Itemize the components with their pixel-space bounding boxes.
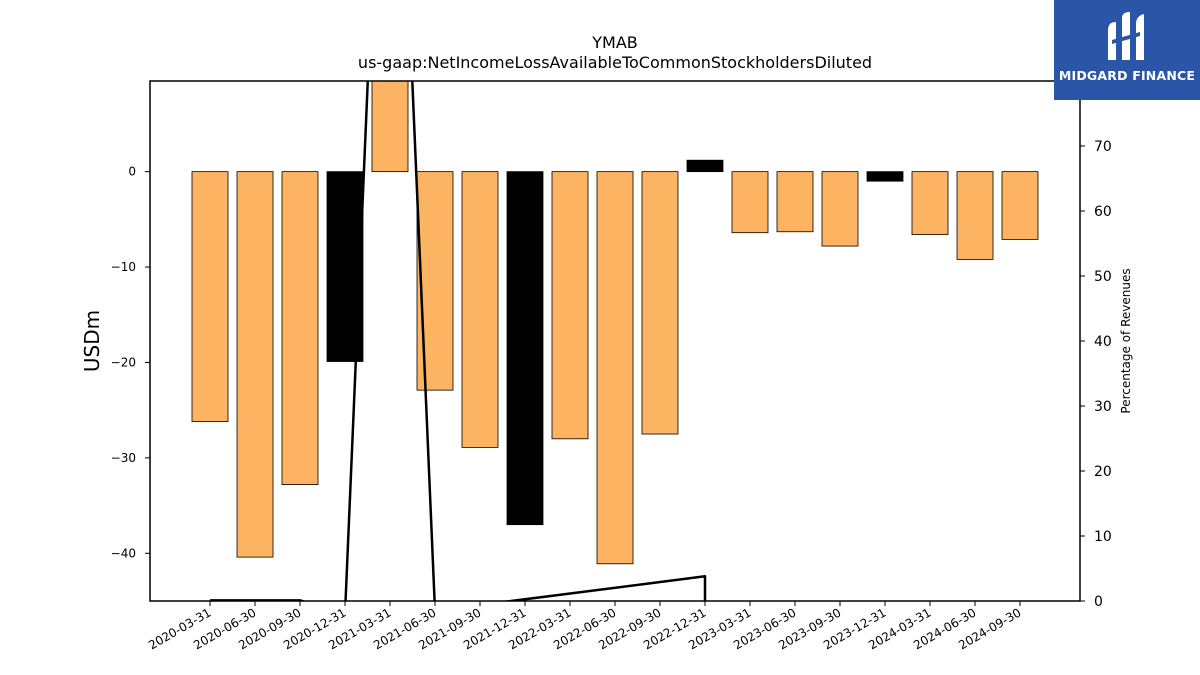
y-tick-label: −40: [111, 546, 136, 560]
logo-text: MIDGARD FINANCE: [1058, 68, 1196, 83]
x-axis: 2020-03-312020-06-302020-09-302020-12-31…: [146, 601, 1024, 652]
bar-2023-12-31: [866, 171, 904, 182]
y-right-tick-label: 60: [1094, 204, 1112, 220]
bar-2020-09-30: [281, 171, 319, 485]
bar-2023-06-30: [776, 171, 814, 233]
y-right-tick-label: 20: [1094, 464, 1112, 480]
y-tick-label: −30: [111, 451, 136, 465]
y-right-tick-label: 70: [1094, 139, 1112, 155]
bar-2024-09-30: [1001, 171, 1039, 240]
y-right-tick-label: 0: [1094, 594, 1103, 610]
bar-2022-12-31: [686, 159, 724, 173]
chart-title: YMAB: [591, 33, 638, 52]
bar-2023-09-30: [821, 171, 859, 247]
bar-series: [191, 81, 1039, 565]
bar-2020-06-30: [236, 171, 274, 558]
bar-2022-09-30: [641, 171, 679, 435]
bar-2022-03-31: [551, 171, 589, 440]
bar-2020-03-31: [191, 171, 229, 423]
y-right-tick-label: 30: [1094, 399, 1112, 415]
y-right-tick-label: 10: [1094, 529, 1112, 545]
y-tick-label: 0: [128, 165, 136, 179]
chart-subtitle: us-gaap:NetIncomeLossAvailableToCommonSt…: [358, 53, 872, 72]
y-axis-left: 0 −10 −20 −30 −40: [111, 165, 150, 560]
bar-2021-06-30: [416, 171, 454, 391]
y-right-tick-label: 50: [1094, 269, 1112, 285]
y-axis-right: 0 10 20 30 40 50 60 70: [1080, 139, 1112, 610]
bar-2021-03-31: [371, 81, 409, 173]
bar-2023-03-31: [731, 171, 769, 234]
bar-2022-06-30: [596, 171, 634, 565]
y-tick-label: −20: [111, 355, 136, 369]
y-axis-right-label: Percentage of Revenues: [1119, 268, 1133, 413]
bar-2021-09-30: [461, 171, 499, 448]
y-tick-label: −10: [111, 260, 136, 274]
bar-2021-12-31: [506, 171, 544, 526]
midgard-logo-icon: [1108, 12, 1144, 60]
y-axis-label: USDm: [80, 310, 104, 372]
bar-2024-03-31: [911, 171, 949, 236]
bar-2024-06-30: [956, 171, 994, 260]
midgard-finance-logo: MIDGARD FINANCE: [1054, 0, 1200, 100]
y-right-tick-label: 40: [1094, 334, 1112, 350]
